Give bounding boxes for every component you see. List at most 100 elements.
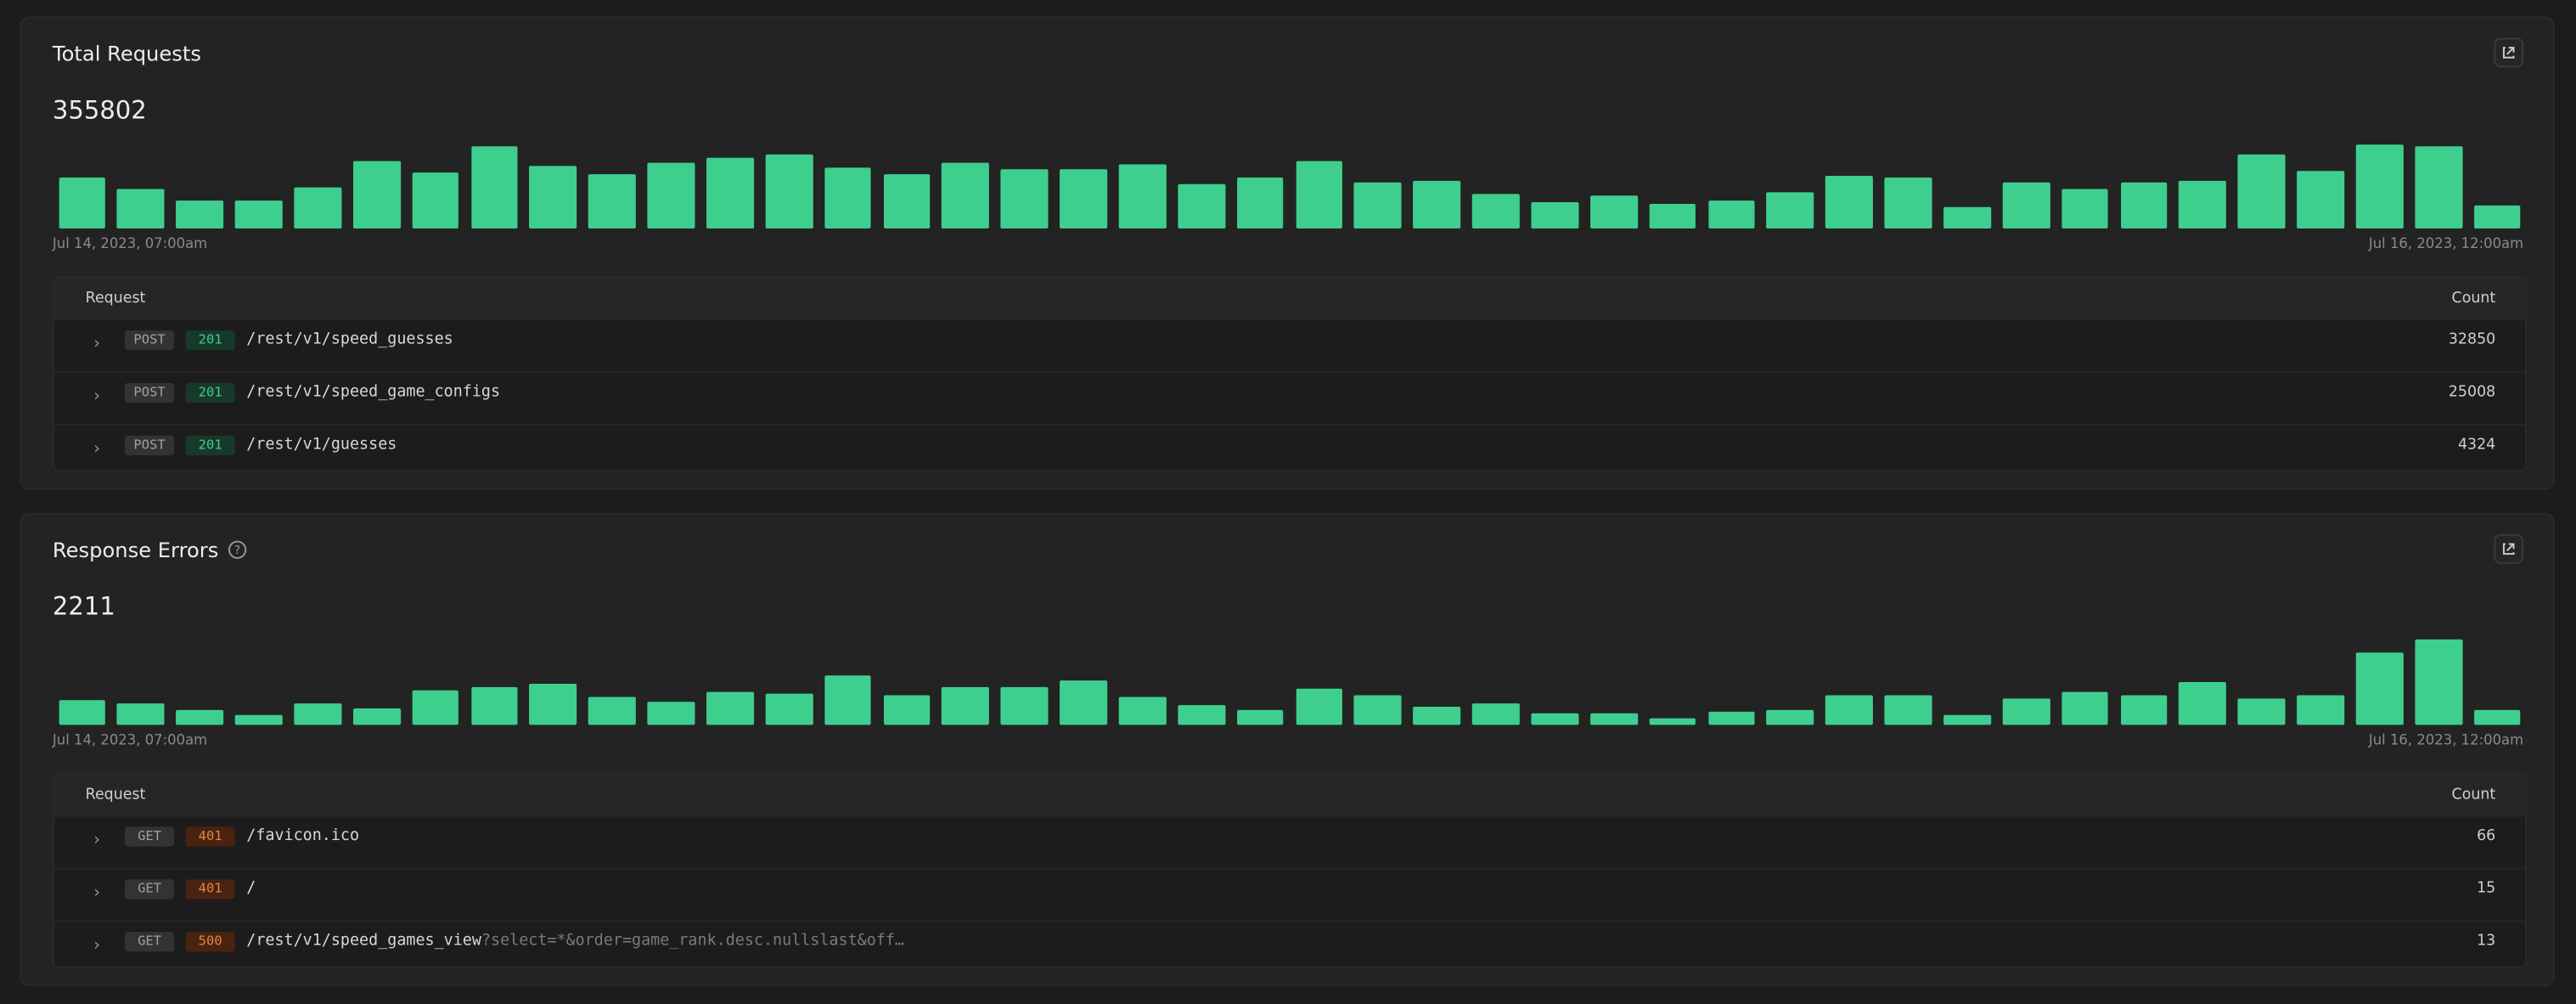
bar xyxy=(2355,652,2404,725)
path-text: /favicon.ico xyxy=(246,826,360,845)
column-header: Request xyxy=(85,787,146,804)
bar xyxy=(1471,703,1520,725)
bar xyxy=(1413,180,1461,228)
bar xyxy=(1236,709,1285,725)
count: 13 xyxy=(2477,933,2496,950)
bar xyxy=(824,675,872,725)
count: 25008 xyxy=(2448,384,2496,402)
bar xyxy=(1589,713,1638,725)
method-badge: GET xyxy=(125,826,175,847)
expand-chevron: › xyxy=(93,387,101,406)
path-text: /rest/v1/speed_games_view xyxy=(246,932,481,950)
bar xyxy=(1000,686,1049,725)
bar xyxy=(1649,203,1696,228)
total: 2211 xyxy=(52,591,115,622)
bar xyxy=(176,200,224,228)
request-path: /rest/v1/speed_games_view?select=*&order… xyxy=(246,932,904,950)
bar xyxy=(588,174,636,228)
expand-chevron: › xyxy=(93,440,101,459)
bar xyxy=(883,174,931,228)
method-badge: POST xyxy=(125,382,175,403)
path-text: / xyxy=(246,879,256,898)
external-icon xyxy=(2502,47,2515,59)
bar xyxy=(1884,177,1932,228)
count: 15 xyxy=(2477,881,2496,898)
title-text: Total Requests xyxy=(52,41,201,66)
table-row[interactable]: › POST 201/rest/v1/speed_game_configs 25008 xyxy=(53,371,2526,424)
help-icon[interactable]: ? xyxy=(228,540,247,559)
expand-chevron: › xyxy=(93,832,101,850)
bar xyxy=(470,686,519,725)
bar xyxy=(706,691,754,725)
bar xyxy=(765,693,813,725)
panel: Total Requests 355802 Jul 14, 2023, 07:0… xyxy=(20,16,2555,490)
bar xyxy=(2237,154,2286,228)
start-date: Jul 14, 2023, 07:00am xyxy=(52,733,208,750)
bar xyxy=(1295,161,1343,228)
bar xyxy=(411,172,459,228)
bar xyxy=(824,167,872,228)
bar-chart xyxy=(53,139,2527,228)
bar xyxy=(294,187,342,228)
status-badge: 401 xyxy=(185,826,235,847)
bar xyxy=(1177,183,1225,228)
bar xyxy=(1589,195,1638,228)
bar xyxy=(2002,698,2050,725)
bar xyxy=(1531,713,1579,725)
bar xyxy=(2473,709,2522,725)
bar xyxy=(411,690,459,725)
status-badge: 401 xyxy=(185,879,235,900)
count: 4324 xyxy=(2457,437,2496,454)
expand-chevron: › xyxy=(93,884,101,903)
table-row[interactable]: › GET 500/rest/v1/speed_games_view?select=… xyxy=(53,920,2526,967)
bar xyxy=(1766,709,1814,725)
bar xyxy=(1943,714,1991,725)
count: 66 xyxy=(2477,828,2496,845)
bar xyxy=(2297,171,2345,228)
method-badge: POST xyxy=(125,435,175,455)
bar xyxy=(58,700,106,725)
bar xyxy=(352,161,401,228)
open-button[interactable] xyxy=(2494,37,2524,68)
status-badge: 500 xyxy=(185,932,235,952)
bar xyxy=(1354,695,1402,725)
request-path: /rest/v1/guesses xyxy=(246,436,397,454)
bar xyxy=(1118,164,1167,228)
bar xyxy=(1531,202,1579,228)
bar xyxy=(1177,705,1225,725)
bar xyxy=(470,146,519,228)
table: Request Count › POST 201/rest/v1/speed_guess… xyxy=(52,276,2528,472)
bar xyxy=(1413,707,1461,725)
bar xyxy=(234,714,283,725)
table-row[interactable]: › POST 201/rest/v1/speed_guesses 32850 xyxy=(53,319,2526,371)
table-row[interactable]: › POST 201/rest/v1/guesses 4324 xyxy=(53,424,2526,470)
bar xyxy=(942,686,990,725)
table-row[interactable]: › GET 401 / 15 xyxy=(53,867,2526,921)
bar xyxy=(117,703,165,725)
table-header: Request Count xyxy=(53,774,2526,815)
bar xyxy=(2415,146,2462,228)
table-row[interactable]: › GET 401/favicon.ico 66 xyxy=(53,815,2526,868)
bar xyxy=(647,702,695,725)
column-header: Count xyxy=(2451,787,2496,804)
bar xyxy=(176,709,224,725)
bar xyxy=(1707,711,1756,725)
bar xyxy=(352,708,401,725)
open-button[interactable] xyxy=(2494,533,2524,564)
bar xyxy=(1295,688,1343,725)
table: Request Count › GET 401/favicon.ico 66 › GET 401… xyxy=(52,772,2528,968)
path-text: /rest/v1/speed_game_configs xyxy=(246,382,501,402)
status-badge: 201 xyxy=(185,330,235,351)
bar xyxy=(2473,205,2522,228)
start-date: Jul 14, 2023, 07:00am xyxy=(52,236,208,253)
bar xyxy=(1825,695,1874,725)
bar xyxy=(2061,189,2109,228)
bar xyxy=(1060,169,1108,228)
bar xyxy=(1825,176,1874,228)
bar xyxy=(2237,698,2286,725)
bar xyxy=(942,162,990,228)
bar-chart xyxy=(53,636,2527,725)
bar xyxy=(2355,144,2404,228)
bar xyxy=(117,189,165,228)
